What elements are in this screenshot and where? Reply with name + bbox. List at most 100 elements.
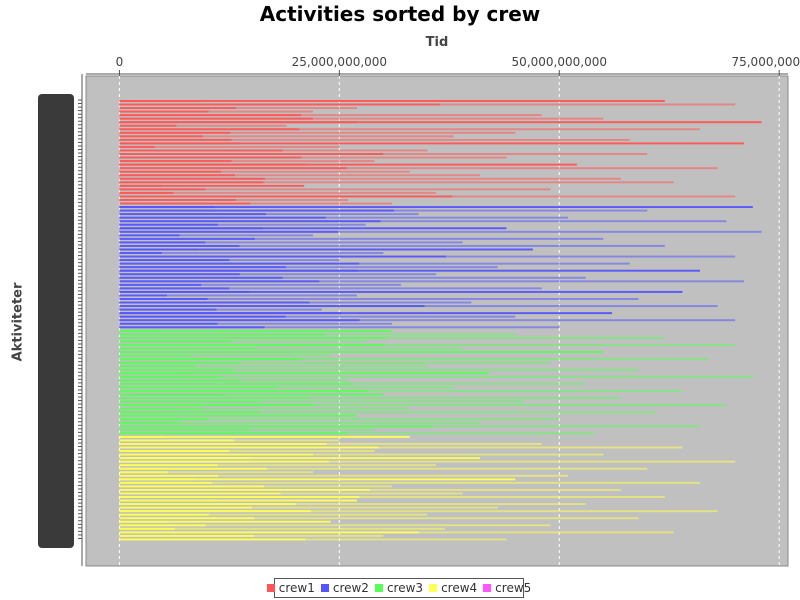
- legend-item-crew1: crew1: [266, 581, 315, 595]
- bar-segment-crew3: [119, 411, 259, 414]
- bar-crew4: [119, 474, 569, 477]
- bar-crew2: [119, 308, 322, 311]
- bar-crew3: [119, 365, 428, 368]
- bar-crew1: [119, 131, 516, 134]
- bar-segment-crew3: [119, 361, 241, 364]
- bar-crew4: [119, 513, 428, 516]
- bar-segment-crew3: [119, 375, 221, 378]
- bar-segment-crew4: [119, 467, 268, 470]
- bar-crew2: [119, 248, 533, 251]
- bar-crew2: [119, 213, 419, 216]
- bar-segment-crew2: [119, 305, 425, 308]
- bar-crew4: [119, 481, 701, 484]
- bar-crew3: [119, 389, 683, 392]
- bar-segment-crew2: [119, 237, 255, 240]
- bar-segment-crew4: [119, 510, 311, 513]
- bar-segment-crew1: [119, 114, 301, 117]
- bar-crew3: [119, 340, 366, 343]
- bar-segment-crew3: [119, 358, 303, 361]
- bar-segment-crew4: [119, 527, 175, 530]
- bar-crew3: [119, 336, 665, 339]
- bar-crew2: [119, 241, 463, 244]
- bar-crew1: [119, 156, 507, 159]
- bar-segment-crew3: [119, 382, 353, 385]
- bar-crew3: [119, 393, 384, 396]
- legend-label-crew1: crew1: [278, 581, 315, 595]
- bar-crew3: [119, 418, 560, 421]
- bar-segment-crew2: [119, 259, 230, 262]
- bar-segment-crew3: [119, 421, 181, 424]
- x-tick-label: 25,000,000,000: [292, 55, 387, 69]
- bar-segment-crew4: [119, 481, 213, 484]
- bar-segment-crew4: [119, 442, 327, 445]
- bar-segment-crew2: [119, 326, 265, 329]
- bar-segment-crew1: [119, 138, 232, 141]
- bar-segment-crew4: [119, 485, 264, 488]
- bar-segment-crew1: [119, 135, 203, 138]
- bar-segment-crew3: [119, 397, 310, 399]
- bar-crew4: [119, 464, 437, 467]
- bar-crew4: [119, 517, 639, 520]
- legend-item-crew5: crew5: [483, 581, 531, 595]
- bar-crew4: [119, 460, 736, 463]
- bar-segment-crew2: [119, 298, 208, 300]
- bar-segment-crew3: [119, 329, 161, 332]
- legend-swatch-crew3: [374, 584, 383, 592]
- bar-crew1: [119, 181, 674, 184]
- bar-segment-crew4: [119, 488, 371, 491]
- bar-segment-crew4: [119, 450, 230, 453]
- bar-crew3: [119, 375, 753, 378]
- bar-crew1: [119, 191, 437, 194]
- bar-segment-crew1: [119, 174, 235, 177]
- bar-segment-crew1: [119, 199, 237, 201]
- legend-label-crew2: crew2: [332, 581, 369, 595]
- bar-crew2: [119, 206, 753, 209]
- bar-crew2: [119, 230, 762, 233]
- bar-segment-crew2: [119, 252, 162, 254]
- bar-crew4: [119, 496, 665, 498]
- bar-segment-crew3: [119, 336, 387, 339]
- legend-swatch-crew4: [429, 584, 438, 592]
- bar-crew3: [119, 368, 639, 371]
- bar-segment-crew3: [119, 428, 250, 431]
- bar-segment-crew3: [119, 432, 348, 435]
- bar-segment-crew3: [119, 414, 175, 417]
- bar-segment-crew4: [119, 538, 306, 541]
- bar-segment-crew1: [119, 160, 232, 163]
- bar-segment-crew2: [119, 262, 360, 265]
- bar-crew2: [119, 326, 560, 329]
- bar-crew1: [119, 142, 745, 145]
- bar-segment-crew4: [119, 517, 255, 520]
- bar-segment-crew2: [119, 319, 360, 322]
- bar-segment-crew4: [119, 506, 252, 509]
- bar-crew2: [119, 223, 366, 226]
- bar-segment-crew4: [119, 478, 195, 481]
- bar-crew3: [119, 432, 595, 435]
- bar-segment-crew3: [119, 368, 234, 371]
- bar-segment-crew1: [119, 121, 358, 124]
- bar-segment-crew3: [119, 389, 368, 392]
- bar-crew1: [119, 110, 313, 113]
- bar-crew1: [119, 188, 551, 191]
- bar-segment-crew2: [119, 266, 286, 269]
- bar-segment-crew1: [119, 145, 155, 148]
- bar-crew1: [119, 107, 357, 110]
- bar-crew2: [119, 266, 498, 269]
- legend-item-crew3: crew3: [374, 581, 423, 595]
- chart-title: Activities sorted by crew: [259, 2, 541, 26]
- bar-segment-crew4: [119, 460, 329, 463]
- bar-crew4: [119, 453, 604, 456]
- bar-segment-crew1: [119, 142, 239, 145]
- bar-crew4: [119, 442, 542, 445]
- bar-crew1: [119, 124, 287, 127]
- bar-crew2: [119, 220, 727, 223]
- bar-crew1: [119, 177, 621, 180]
- bar-segment-crew4: [119, 439, 234, 442]
- bar-crew2: [119, 269, 701, 272]
- legend: crew1 crew2 crew3 crew4 crew5: [266, 578, 531, 598]
- bar-crew2: [119, 244, 665, 247]
- bar-segment-crew2: [119, 209, 394, 212]
- bar-segment-crew2: [119, 301, 310, 304]
- bar-crew2: [119, 287, 542, 290]
